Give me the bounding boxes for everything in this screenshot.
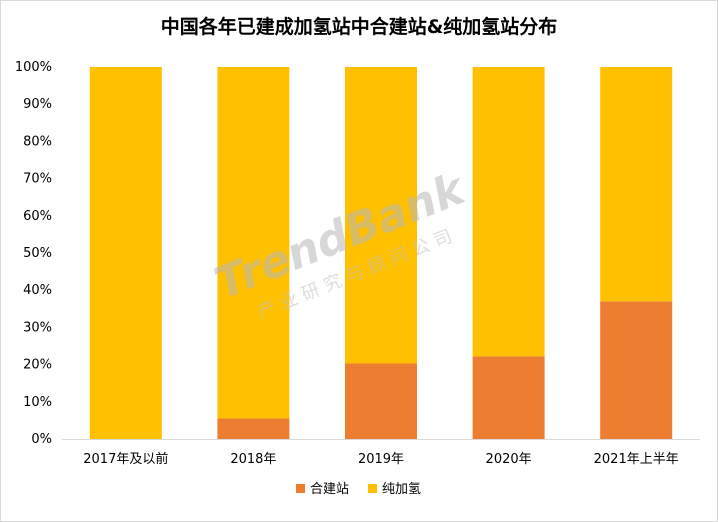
x-axis: 2017年及以前 2018年 2019年 2020年 2021年上半年	[62, 439, 700, 467]
y-tick-label: 10%	[23, 395, 52, 410]
legend-swatch	[368, 484, 377, 493]
y-tick-label: 70%	[23, 172, 52, 187]
y-tick-label: 100%	[15, 60, 52, 75]
bar-segment	[217, 67, 290, 419]
bar-segment	[472, 67, 545, 357]
bars	[89, 67, 673, 439]
chart-title: 中国各年已建成加氢站中合建站&纯加氢站分布	[160, 16, 558, 38]
bar-segment	[345, 67, 417, 364]
x-tick-label: 2020年	[486, 452, 532, 467]
x-tick-label: 2021年上半年	[594, 452, 679, 467]
bar-segment	[89, 67, 162, 439]
bar-segment	[345, 363, 417, 439]
legend-label: 纯加氢	[382, 482, 421, 497]
legend: 合建站 纯加氢	[296, 482, 421, 497]
y-tick-label: 90%	[23, 97, 52, 112]
y-tick-label: 30%	[23, 320, 52, 335]
bar-segment	[472, 356, 545, 439]
y-tick-label: 40%	[23, 283, 52, 298]
bar-segment	[600, 301, 673, 439]
legend-swatch	[296, 484, 305, 493]
x-tick-label: 2019年	[358, 452, 404, 467]
legend-label: 合建站	[310, 482, 349, 497]
y-tick-label: 20%	[23, 358, 52, 373]
bar-segment	[217, 418, 290, 439]
x-tick-label: 2018年	[230, 452, 276, 467]
y-tick-label: 60%	[23, 209, 52, 224]
y-tick-label: 80%	[23, 134, 52, 149]
y-tick-label: 50%	[23, 246, 52, 261]
bar-segment	[600, 67, 673, 302]
x-tick-label: 2017年及以前	[83, 451, 168, 467]
y-tick-label: 0%	[31, 432, 52, 447]
y-axis: 0% 10% 20% 30% 40% 50% 60% 70% 80% 90% 100%	[15, 60, 52, 447]
